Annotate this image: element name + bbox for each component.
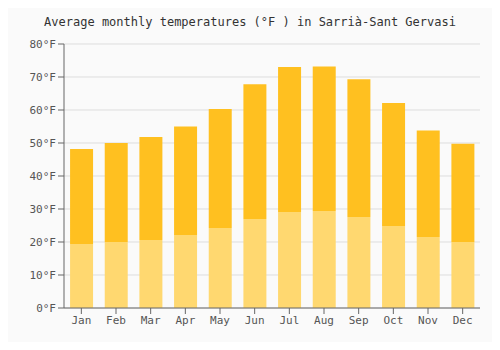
svg-text:Mar: Mar bbox=[141, 314, 161, 327]
svg-text:80°F: 80°F bbox=[30, 38, 57, 51]
svg-text:Aug: Aug bbox=[314, 314, 334, 327]
svg-text:0°F: 0°F bbox=[36, 302, 56, 315]
svg-text:Nov: Nov bbox=[418, 314, 438, 327]
svg-text:Dec: Dec bbox=[453, 314, 473, 327]
svg-text:Jul: Jul bbox=[279, 314, 299, 327]
svg-text:Feb: Feb bbox=[106, 314, 126, 327]
svg-text:60°F: 60°F bbox=[30, 104, 57, 117]
svg-text:Jun: Jun bbox=[245, 314, 265, 327]
svg-text:70°F: 70°F bbox=[30, 71, 57, 84]
svg-text:Oct: Oct bbox=[383, 314, 403, 327]
svg-text:30°F: 30°F bbox=[30, 203, 57, 216]
svg-text:10°F: 10°F bbox=[30, 269, 57, 282]
svg-text:50°F: 50°F bbox=[30, 137, 57, 150]
svg-text:May: May bbox=[210, 314, 230, 327]
svg-text:Apr: Apr bbox=[175, 314, 195, 327]
svg-text:Jan: Jan bbox=[71, 314, 91, 327]
html-text:Average monthly temperatures (: Average monthly temperatures (°F ) in Sa… bbox=[44, 15, 456, 29]
svg-text:20°F: 20°F bbox=[30, 236, 57, 249]
svg-text:Sep: Sep bbox=[349, 314, 369, 327]
svg-text:40°F: 40°F bbox=[30, 170, 57, 183]
